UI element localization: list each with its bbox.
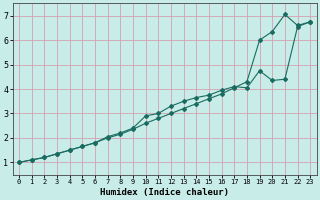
X-axis label: Humidex (Indice chaleur): Humidex (Indice chaleur) (100, 188, 229, 197)
